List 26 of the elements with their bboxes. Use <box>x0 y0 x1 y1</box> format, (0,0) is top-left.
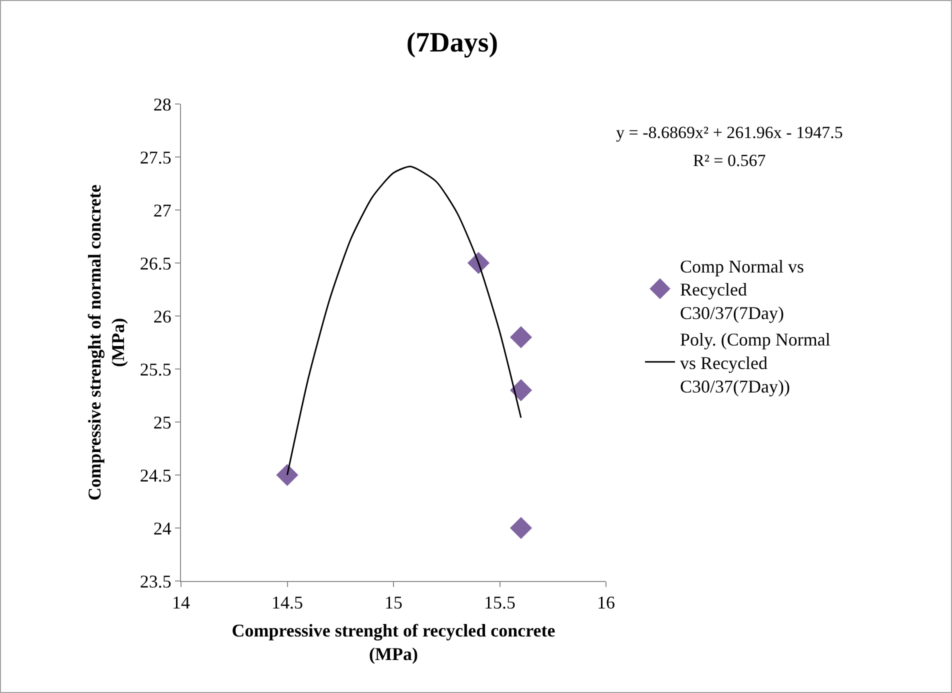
point <box>510 379 532 402</box>
y-tick-label: 27.5 <box>140 147 172 168</box>
x-tick-label: 14.5 <box>272 592 303 613</box>
text: R² = 0.567 <box>693 151 766 170</box>
x-tick-label: 15 <box>384 592 402 613</box>
y-tick-label: 25 <box>153 412 172 432</box>
legend-label: Comp Normal vs Recycled C30/37(7Day) <box>680 256 804 324</box>
y-tick-label: 28 <box>153 94 172 114</box>
y-tick-label: 26.5 <box>140 253 172 274</box>
y-tick-label: 26 <box>153 306 172 326</box>
legend-label: Poly. (Comp Normal vs Recycled C30/37(7Day)) <box>680 330 830 396</box>
y-tick-label: 23.5 <box>140 571 172 592</box>
y-tick-label: 24.5 <box>140 465 172 486</box>
x-tick-label: 16 <box>597 592 615 613</box>
x-tick-label: 15.5 <box>484 592 516 613</box>
text: y = -8.6869x² + 261.96x - 1947.5 <box>616 123 843 142</box>
point <box>510 516 532 540</box>
y-tick-label: 24 <box>153 518 172 538</box>
y-axis-title: Compressive strenght of normal concrete (MPa) <box>84 184 128 500</box>
y-tick-label: 25.5 <box>140 359 172 380</box>
x-tick-label: 14 <box>172 592 190 613</box>
y-tick-label: 27 <box>153 200 172 220</box>
point <box>276 464 298 486</box>
chart-title: (7Days) <box>406 28 498 59</box>
x-axis-title: Compressive strenght of recycled concrete (MPa) <box>232 620 556 664</box>
point <box>510 326 532 348</box>
